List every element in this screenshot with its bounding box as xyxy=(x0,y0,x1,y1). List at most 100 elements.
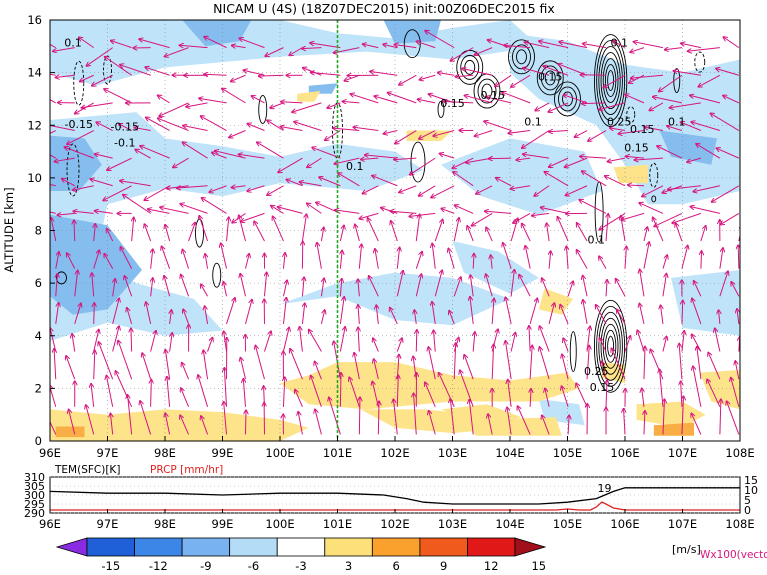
colorbar-bin xyxy=(134,537,183,557)
x-tick-label: 96E xyxy=(39,446,61,460)
wind-vector xyxy=(644,411,645,435)
surface-x-tick-label: 106E xyxy=(610,517,639,531)
wind-vector xyxy=(302,277,304,297)
contour xyxy=(600,317,621,375)
wind-vector xyxy=(549,251,551,269)
wind-vector xyxy=(504,45,531,47)
wind-vector xyxy=(294,122,322,131)
contour xyxy=(596,305,626,387)
wind-vector xyxy=(530,389,531,407)
wind-vector xyxy=(643,242,649,269)
x-tick-label: 103E xyxy=(438,446,467,460)
tem-line xyxy=(49,487,740,505)
surface-x-tick-label: 97E xyxy=(97,517,119,531)
wind-vector xyxy=(694,281,702,297)
wind-vector xyxy=(462,68,493,76)
wind-vector xyxy=(90,179,113,187)
x-tick-label: 105E xyxy=(553,446,582,460)
shade-region xyxy=(383,20,441,44)
wind-vector xyxy=(644,127,664,132)
wind-vector xyxy=(471,212,493,225)
wind-vector xyxy=(246,410,247,435)
wind-vector xyxy=(484,121,512,131)
wind-vector xyxy=(295,389,303,407)
wind-vector xyxy=(374,96,398,104)
wind-vector xyxy=(654,212,683,226)
wind-vector xyxy=(715,328,721,352)
wind-vector xyxy=(201,416,209,435)
wind-vector xyxy=(731,282,740,297)
wind-vector xyxy=(682,331,684,352)
contour-label: 0.15 xyxy=(538,71,563,84)
wind-vector xyxy=(517,406,531,435)
contour-label: -0.15 xyxy=(111,121,139,134)
wind-vector xyxy=(364,155,398,159)
wind-vector xyxy=(414,310,416,324)
contour xyxy=(437,101,445,118)
wind-vector xyxy=(431,185,455,198)
surface-left-tick: 290 xyxy=(24,507,45,520)
colorbar-level: 3 xyxy=(345,559,352,573)
contour-label: 0.15 xyxy=(440,97,465,110)
surface-x-tick-label: 107E xyxy=(668,517,697,531)
wind-vector xyxy=(182,249,190,269)
shade-region xyxy=(659,130,717,165)
wind-vector xyxy=(290,349,303,380)
wind-vector xyxy=(560,304,569,325)
wind-vector xyxy=(419,74,436,80)
wind-vector xyxy=(454,205,474,214)
wind-vector xyxy=(311,375,322,407)
wind-vector xyxy=(321,227,323,242)
wind-vector xyxy=(720,399,721,435)
wind-vector xyxy=(57,213,75,215)
wind-vector xyxy=(94,303,95,324)
wind-vector xyxy=(664,48,682,50)
wind-vector xyxy=(397,375,398,407)
wind-vector xyxy=(55,252,59,269)
wind-vector xyxy=(245,253,250,269)
colorbar-level: -6 xyxy=(248,559,259,573)
x-tick-label: 107E xyxy=(668,446,697,460)
wind-vector xyxy=(66,356,76,380)
wind-vector xyxy=(106,375,114,407)
surface-x-tick-label: 100E xyxy=(265,517,294,531)
wind-vector xyxy=(340,250,342,269)
wind-vector xyxy=(224,331,228,352)
wind-vector xyxy=(144,185,170,201)
colorbar-level: 9 xyxy=(440,559,447,573)
wind-vector xyxy=(140,146,170,159)
colorbar-level: -15 xyxy=(101,559,120,573)
wind-vector xyxy=(106,228,114,242)
wind-vector xyxy=(255,345,265,380)
wind-vector xyxy=(349,377,360,407)
colorbar: -15 -12 -9 -6 -3 3 6 9 12 15 xyxy=(55,537,547,573)
wind-vector xyxy=(508,130,531,134)
wind-vector xyxy=(50,211,56,214)
wind-vector xyxy=(548,102,569,112)
wind-vector xyxy=(93,250,100,269)
contour xyxy=(540,65,560,91)
wind-vector xyxy=(680,122,702,131)
wind-vector xyxy=(606,280,607,297)
wind-vector xyxy=(281,102,303,103)
wind-vector xyxy=(280,126,303,132)
contour-label: 0.25 xyxy=(584,365,609,378)
wind-vector xyxy=(306,203,322,214)
wind-vector xyxy=(606,214,608,242)
wind-vector xyxy=(486,227,493,242)
wind-vector xyxy=(169,333,173,352)
wind-vector xyxy=(441,208,455,214)
wind-vector xyxy=(354,352,360,380)
shade-region xyxy=(50,214,142,315)
wind-vector xyxy=(182,362,190,380)
wind-vector xyxy=(617,309,626,325)
shade-region xyxy=(308,83,338,94)
wind-vector xyxy=(396,338,402,352)
surface-x-tick-label: 103E xyxy=(438,517,467,531)
x-tick-label: 104E xyxy=(495,446,524,460)
wind-vector xyxy=(223,282,228,297)
wind-vector xyxy=(134,128,151,132)
wind-vector xyxy=(540,207,569,214)
contour xyxy=(410,141,426,183)
